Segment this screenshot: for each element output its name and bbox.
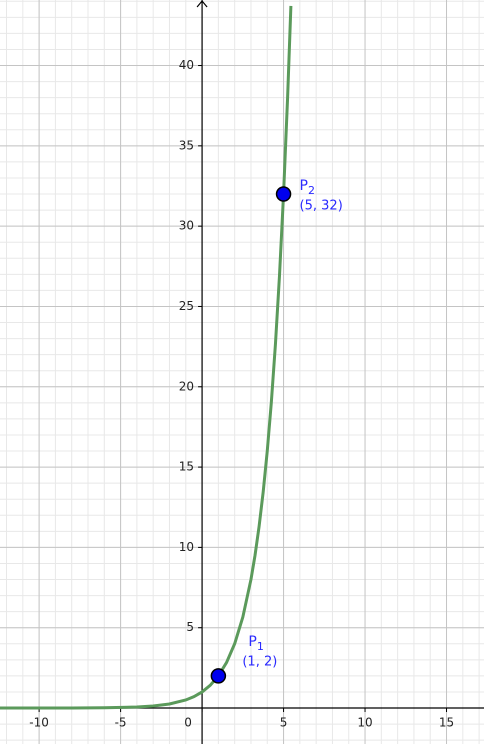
point-name-letter: P (248, 634, 256, 650)
x-tick-label: 0 (184, 716, 192, 730)
point-name-subscript: 1 (257, 640, 264, 653)
y-tick-label: 15 (179, 460, 194, 474)
function-curve (0, 5, 293, 710)
y-tick-label: 30 (179, 219, 194, 233)
point (275, 186, 292, 202)
x-tick-label: 10 (357, 716, 372, 730)
y-tick-label: 5 (186, 620, 194, 634)
x-tick-label: -10 (29, 716, 49, 730)
y-tick-label: 25 (179, 299, 194, 313)
point-coordinates: (1, 2) (242, 654, 277, 669)
y-tick-label: 40 (179, 58, 194, 72)
point (210, 668, 227, 684)
y-tick-label: 35 (179, 138, 194, 152)
point-name: P1 (248, 634, 263, 653)
point-name: P2 (300, 178, 315, 197)
x-tick-label: 5 (280, 716, 288, 730)
x-tick-label: 15 (439, 716, 454, 730)
point-coordinates: (5, 32) (300, 199, 343, 214)
y-tick-label: 10 (179, 540, 194, 554)
x-tick-label: -5 (115, 716, 127, 730)
point-name-letter: P (300, 178, 308, 194)
point-name-subscript: 2 (308, 184, 315, 197)
axis-arrow (196, 0, 208, 8)
y-tick-label: 20 (179, 379, 194, 393)
